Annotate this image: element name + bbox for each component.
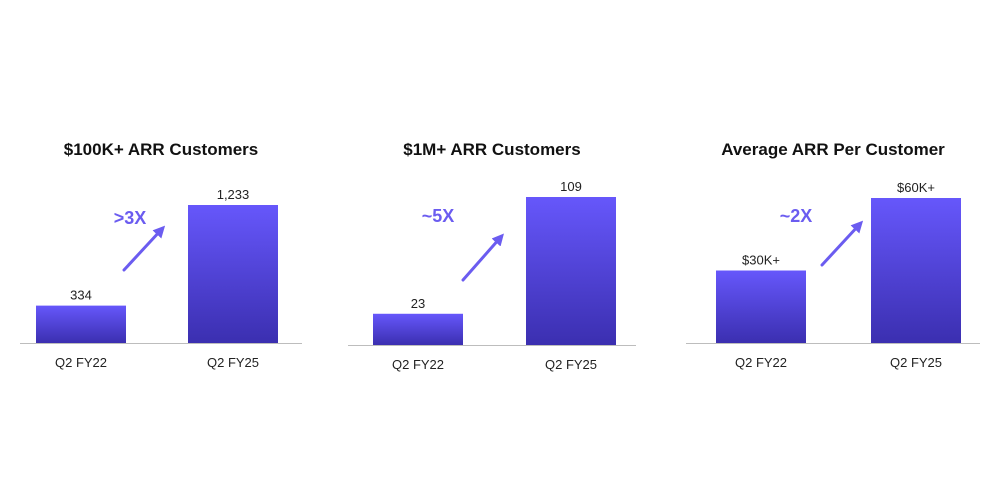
bar [716,270,806,343]
data-label: 334 [70,288,92,303]
x-tick-label: Q2 FY25 [890,355,942,370]
growth-multiplier-label: ~5X [422,206,455,226]
x-tick-label: Q2 FY22 [392,357,444,372]
growth-arrow-icon [122,225,166,272]
data-label: 109 [560,179,582,194]
bar [871,198,961,343]
growth-multiplier-label: >3X [114,208,147,228]
chart-panel-100k-arr: $100K+ ARR Customers 334 Q2 FY22 1,233 Q2 F… [20,0,302,500]
chart-title: Average ARR Per Customer [721,140,945,159]
x-tick-label: Q2 FY22 [735,355,787,370]
x-tick-label: Q2 FY25 [207,355,259,370]
growth-arrow-icon [461,233,504,282]
data-label: $60K+ [897,180,935,195]
x-tick-label: Q2 FY25 [545,357,597,372]
bar [36,305,126,343]
growth-arrow-icon [820,220,864,267]
bar [526,197,616,345]
data-label: 23 [411,296,425,311]
chart-panel-avg-arr: Average ARR Per Customer $30K+ Q2 FY22 $60… [686,0,980,500]
chart-title: $100K+ ARR Customers [63,140,259,159]
data-label: $30K+ [742,253,780,268]
x-tick-label: Q2 FY22 [55,355,107,370]
chart-panel-1m-arr: $1M+ ARR Customers 23 Q2 FY22 109 Q2 FY25 ~5… [348,0,636,500]
growth-multiplier-label: ~2X [780,206,813,226]
data-label: 1,233 [217,187,250,202]
bar [188,205,278,343]
bar [373,313,463,345]
chart-svg: $30K+ Q2 FY22 $60K+ Q2 FY25 ~2X [686,180,980,370]
chart-title: $1M+ ARR Customers [403,140,581,159]
chart-svg: 23 Q2 FY22 109 Q2 FY25 ~5X [348,179,636,372]
chart-svg: 334 Q2 FY22 1,233 Q2 FY25 >3X [20,187,302,370]
